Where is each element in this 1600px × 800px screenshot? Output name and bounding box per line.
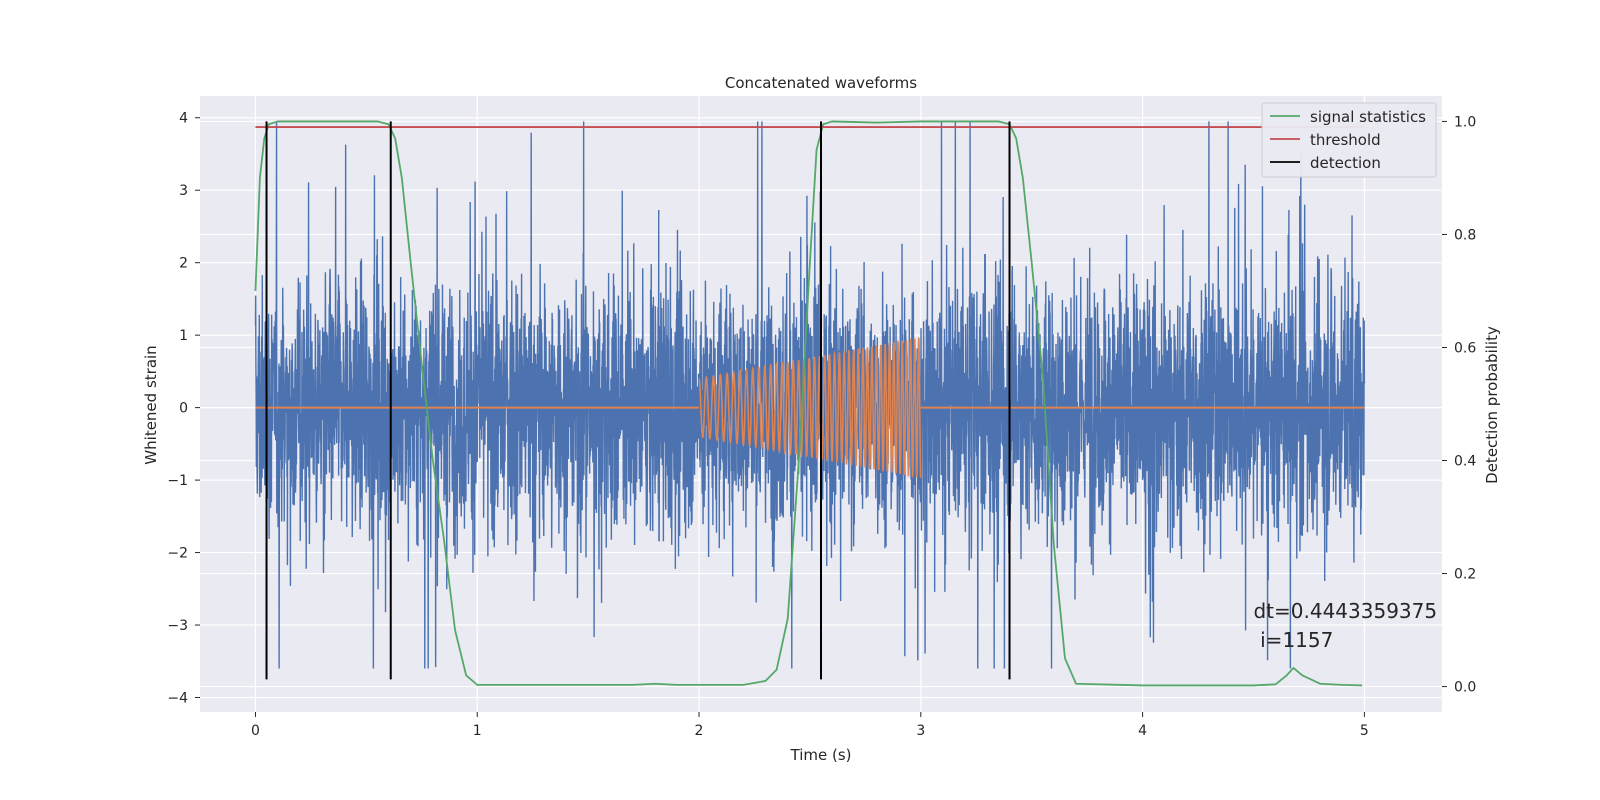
y2-tick-label: 1.0 bbox=[1454, 114, 1476, 130]
annotation-text: dt=0.4443359375 bbox=[1253, 599, 1437, 623]
y-axis-ticks: −4 −3 −2 −1 0 1 2 3 4 bbox=[167, 111, 200, 707]
y-tick-label: −3 bbox=[167, 618, 188, 634]
legend: signal statistics threshold detection bbox=[1261, 102, 1437, 178]
y-tick-label: −1 bbox=[167, 473, 188, 489]
y2-axis-label: Detection probability bbox=[1483, 326, 1501, 484]
legend-label-detection: detection bbox=[1310, 154, 1381, 172]
x-axis-ticks: 0 1 2 3 4 5 bbox=[251, 712, 1369, 739]
legend-label-threshold: threshold bbox=[1310, 131, 1381, 149]
x-tick-label: 0 bbox=[251, 723, 260, 739]
legend-box bbox=[1261, 102, 1437, 178]
y2-tick-label: 0.4 bbox=[1454, 454, 1476, 470]
y-tick-label: −4 bbox=[167, 691, 188, 707]
x-tick-label: 3 bbox=[916, 723, 925, 739]
injected-signal-series bbox=[255, 337, 1365, 479]
x-tick-label: 4 bbox=[1138, 723, 1147, 739]
y2-tick-label: 0.8 bbox=[1454, 227, 1476, 243]
y-tick-label: −2 bbox=[167, 546, 188, 562]
x-axis-label: Time (s) bbox=[790, 746, 852, 764]
signal-statistics-series bbox=[254, 120, 1363, 687]
y-tick-label: 4 bbox=[179, 111, 188, 127]
legend-label-signal-statistics: signal statistics bbox=[1310, 108, 1426, 126]
detection-series bbox=[265, 121, 1011, 680]
noise-line bbox=[254, 121, 1366, 669]
chart-title: Concatenated waveforms bbox=[725, 74, 917, 92]
y-tick-label: 1 bbox=[179, 328, 188, 344]
x-tick-label: 2 bbox=[695, 723, 704, 739]
y-axis-label: Whitened strain bbox=[142, 345, 160, 464]
signal-statistics-line bbox=[254, 120, 1363, 687]
y-tick-label: 2 bbox=[179, 256, 188, 272]
x-tick-label: 1 bbox=[473, 723, 482, 739]
y2-tick-label: 0.6 bbox=[1454, 340, 1476, 356]
y-tick-label: 0 bbox=[179, 401, 188, 417]
y2-tick-label: 0.0 bbox=[1454, 680, 1476, 696]
y2-axis-ticks: 0.0 0.2 0.4 0.6 0.8 1.0 bbox=[1442, 114, 1476, 696]
annotation-text: i=1157 bbox=[1260, 628, 1333, 652]
annotations: dt=0.4443359375 i=1157 bbox=[1253, 599, 1437, 652]
noise-series bbox=[254, 121, 1366, 669]
x-tick-label: 5 bbox=[1360, 723, 1369, 739]
chirp-line bbox=[698, 337, 922, 479]
y2-tick-label: 0.2 bbox=[1454, 567, 1476, 583]
y-tick-label: 3 bbox=[179, 183, 188, 199]
